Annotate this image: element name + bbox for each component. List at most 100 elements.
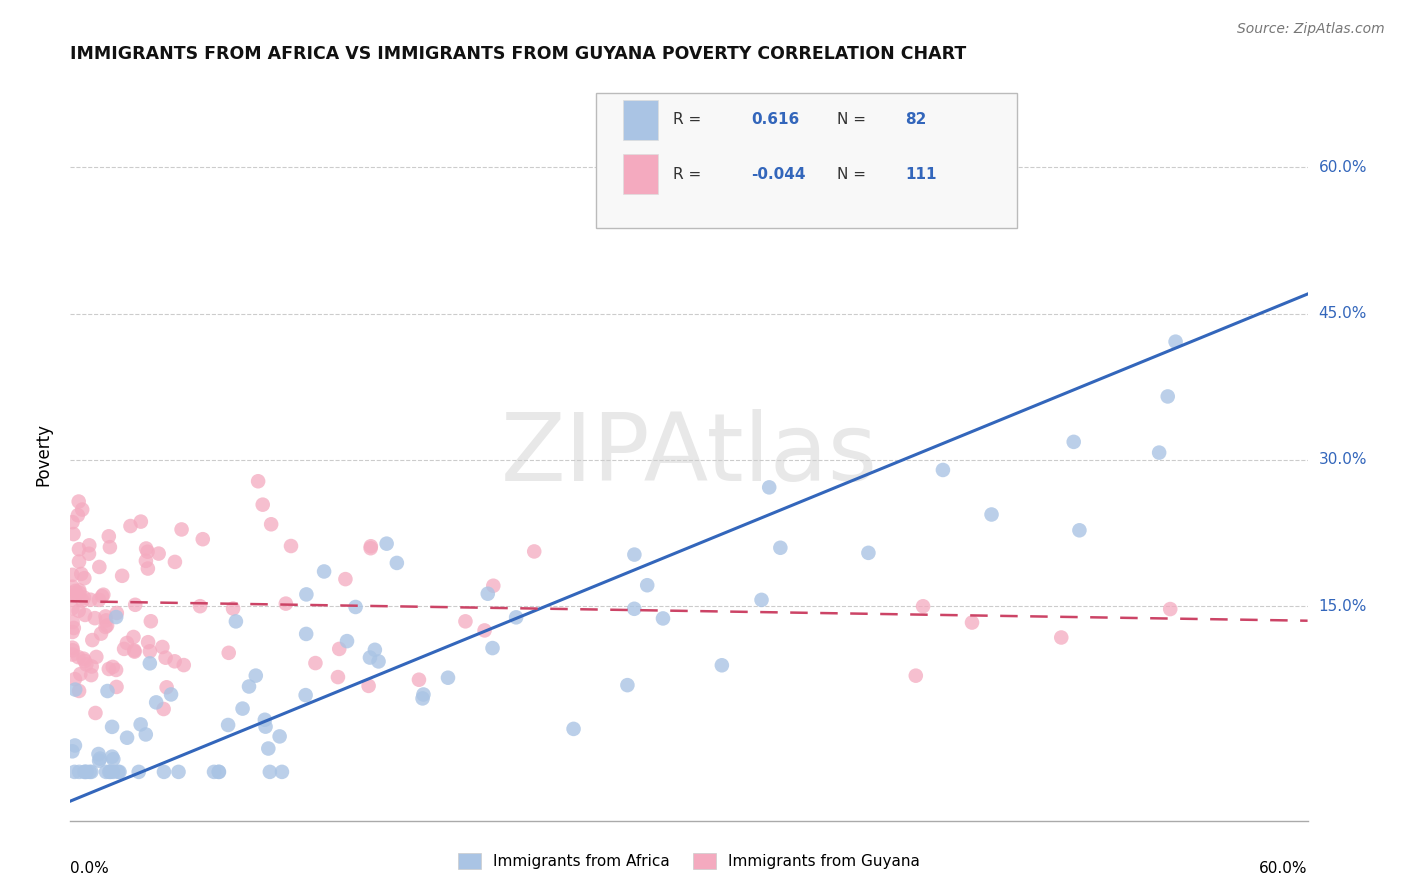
Text: N =: N =	[838, 167, 866, 182]
Point	[100, 764, 122, 779]
Point	[80, 668, 103, 682]
Text: R =: R =	[673, 112, 702, 128]
Point	[238, 680, 260, 694]
Point	[129, 515, 152, 529]
Point	[274, 597, 297, 611]
Point	[60, 586, 83, 600]
Point	[295, 587, 318, 601]
Point	[115, 731, 138, 745]
Text: 82: 82	[905, 112, 927, 128]
Point	[314, 565, 336, 579]
Point	[89, 751, 111, 765]
Point	[67, 583, 90, 598]
Point	[70, 502, 93, 516]
Point	[1147, 445, 1170, 459]
Text: N =: N =	[838, 112, 866, 128]
Text: 0.0%: 0.0%	[70, 861, 110, 876]
Point	[252, 498, 274, 512]
Point	[344, 599, 367, 614]
Point	[173, 658, 195, 673]
Point	[375, 536, 398, 550]
Point	[254, 720, 277, 734]
Point	[135, 554, 157, 568]
Point	[152, 702, 174, 716]
Point	[412, 691, 434, 706]
Point	[120, 519, 142, 533]
Point	[155, 650, 177, 665]
Point	[454, 615, 477, 629]
Text: Poverty: Poverty	[34, 424, 52, 486]
Point	[1164, 334, 1187, 349]
Point	[105, 606, 128, 620]
Point	[83, 611, 105, 625]
Point	[98, 764, 121, 779]
Point	[170, 523, 193, 537]
Point	[63, 672, 86, 686]
Point	[73, 654, 96, 668]
Point	[84, 706, 107, 720]
Point	[245, 668, 267, 682]
Point	[76, 764, 98, 779]
Point	[67, 684, 90, 698]
Point	[271, 764, 294, 779]
Point	[103, 752, 125, 766]
Point	[188, 599, 211, 614]
Point	[87, 747, 110, 761]
Point	[247, 475, 270, 489]
Point	[105, 610, 128, 624]
Point	[108, 764, 131, 779]
Point	[93, 588, 115, 602]
Point	[112, 641, 135, 656]
Point	[367, 654, 389, 668]
Point	[294, 688, 316, 702]
Point	[87, 754, 110, 768]
Point	[751, 593, 773, 607]
Point	[218, 646, 240, 660]
Point	[359, 650, 381, 665]
Point	[769, 541, 792, 555]
Point	[128, 764, 150, 779]
Point	[73, 764, 96, 779]
Point	[80, 659, 103, 673]
Legend: Immigrants from Africa, Immigrants from Guyana: Immigrants from Africa, Immigrants from …	[451, 847, 927, 875]
Point	[412, 688, 434, 702]
Point	[70, 566, 93, 581]
Point	[94, 609, 117, 624]
Point	[304, 656, 326, 670]
Point	[72, 651, 94, 665]
Point	[63, 764, 86, 779]
Point	[73, 571, 96, 585]
Point	[69, 667, 91, 681]
Point	[904, 668, 927, 682]
Point	[148, 547, 170, 561]
Point	[259, 764, 281, 779]
Point	[75, 764, 97, 779]
Point	[980, 508, 1002, 522]
FancyBboxPatch shape	[623, 154, 658, 194]
Point	[67, 650, 90, 665]
Point	[477, 587, 499, 601]
Point	[66, 588, 89, 602]
Point	[208, 764, 231, 779]
Point	[260, 517, 283, 532]
Point	[364, 642, 387, 657]
Point	[62, 515, 84, 529]
Point	[139, 657, 162, 671]
Point	[482, 579, 505, 593]
Text: R =: R =	[673, 167, 702, 182]
Point	[77, 547, 100, 561]
Point	[60, 567, 83, 582]
Text: ZIPAtlas: ZIPAtlas	[501, 409, 877, 501]
Text: 45.0%: 45.0%	[1319, 306, 1367, 321]
Point	[60, 744, 83, 758]
Point	[107, 764, 129, 779]
Point	[115, 636, 138, 650]
Point	[90, 626, 112, 640]
Point	[562, 722, 585, 736]
Text: 0.616: 0.616	[751, 112, 799, 128]
Point	[523, 544, 546, 558]
Point	[616, 678, 638, 692]
Point	[86, 649, 108, 664]
Point	[437, 671, 460, 685]
Point	[124, 645, 146, 659]
